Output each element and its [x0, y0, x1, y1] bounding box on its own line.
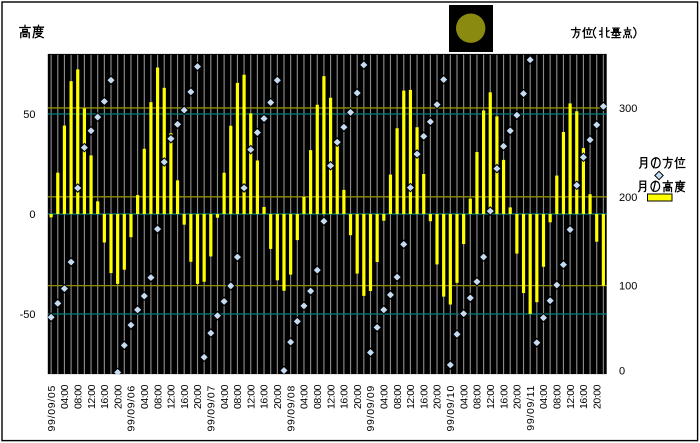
- svg-text:99/09/07: 99/09/07: [206, 385, 218, 431]
- svg-text:04:00: 04:00: [379, 384, 391, 409]
- svg-text:200: 200: [619, 192, 637, 204]
- svg-text:04:00: 04:00: [59, 384, 71, 409]
- svg-text:20:00: 20:00: [512, 384, 524, 409]
- svg-text:12:00: 12:00: [245, 384, 257, 409]
- svg-text:12:00: 12:00: [405, 384, 417, 409]
- svg-text:08:00: 08:00: [392, 384, 404, 409]
- svg-text:12:00: 12:00: [86, 384, 98, 409]
- svg-text:12:00: 12:00: [485, 384, 497, 409]
- svg-text:04:00: 04:00: [139, 384, 151, 409]
- svg-text:04:00: 04:00: [458, 384, 470, 409]
- svg-text:20:00: 20:00: [112, 384, 124, 409]
- svg-text:99/09/10: 99/09/10: [445, 385, 457, 431]
- svg-text:99/09/11: 99/09/11: [525, 385, 537, 431]
- svg-text:08:00: 08:00: [72, 384, 84, 409]
- svg-text:99/09/05: 99/09/05: [46, 385, 58, 431]
- svg-text:12:00: 12:00: [166, 384, 178, 409]
- svg-text:100: 100: [619, 281, 637, 293]
- svg-text:99/09/06: 99/09/06: [126, 385, 138, 431]
- svg-text:0: 0: [619, 366, 625, 378]
- svg-text:16:00: 16:00: [578, 384, 590, 409]
- svg-text:16:00: 16:00: [259, 384, 271, 409]
- svg-text:16:00: 16:00: [179, 384, 191, 409]
- svg-text:20:00: 20:00: [352, 384, 364, 409]
- svg-text:12:00: 12:00: [565, 384, 577, 409]
- svg-text:300: 300: [619, 103, 637, 115]
- svg-text:0: 0: [29, 209, 35, 221]
- svg-text:16:00: 16:00: [498, 384, 510, 409]
- svg-text:04:00: 04:00: [299, 384, 311, 409]
- svg-text:-50: -50: [20, 309, 36, 321]
- svg-text:08:00: 08:00: [312, 384, 324, 409]
- svg-text:16:00: 16:00: [418, 384, 430, 409]
- svg-text:16:00: 16:00: [99, 384, 111, 409]
- svg-text:20:00: 20:00: [272, 384, 284, 409]
- svg-text:08:00: 08:00: [472, 384, 484, 409]
- svg-text:20:00: 20:00: [192, 384, 204, 409]
- svg-text:20:00: 20:00: [432, 384, 444, 409]
- svg-text:16:00: 16:00: [339, 384, 351, 409]
- svg-text:08:00: 08:00: [232, 384, 244, 409]
- svg-text:99/09/09: 99/09/09: [365, 385, 377, 431]
- svg-text:20:00: 20:00: [591, 384, 603, 409]
- svg-text:50: 50: [23, 109, 35, 121]
- svg-text:08:00: 08:00: [552, 384, 564, 409]
- svg-text:99/09/08: 99/09/08: [285, 385, 297, 431]
- svg-text:04:00: 04:00: [538, 384, 550, 409]
- svg-text:04:00: 04:00: [219, 384, 231, 409]
- svg-text:08:00: 08:00: [152, 384, 164, 409]
- svg-text:12:00: 12:00: [325, 384, 337, 409]
